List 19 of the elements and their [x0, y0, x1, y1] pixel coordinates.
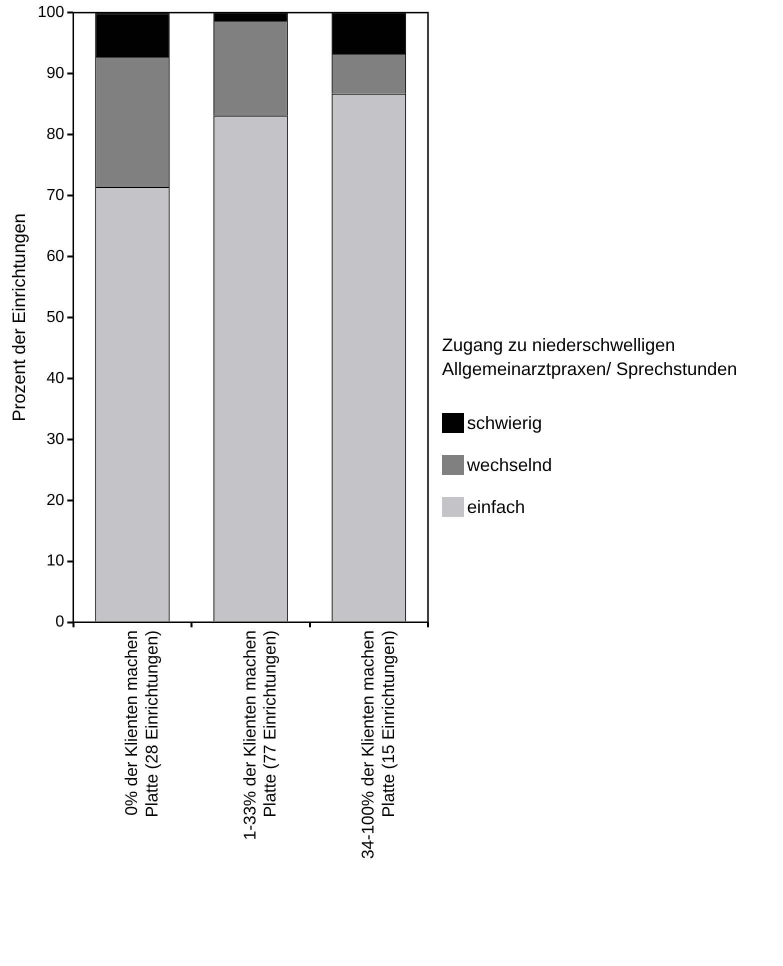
y-tick-label: 40 — [46, 370, 64, 387]
y-tick-label: 100 — [38, 4, 64, 22]
y-axis-title: Prozent der Einrichtungen — [8, 213, 29, 422]
y-tick-label: 10 — [46, 552, 64, 570]
x-tick-label: 0% der Klienten machen Platte (28 Einrichtungen) — [122, 630, 162, 818]
legend-label: wechselnd — [467, 454, 552, 476]
x-tick-label: 1-33% der Klienten machen Platte (77 Einrichtungen) — [240, 630, 280, 840]
legend-title: Zugang zu niederschwelligen Allgemeinarztpraxen/ Sprechstunden — [442, 334, 738, 381]
legend-label: einfach — [467, 496, 526, 518]
y-tick-label: 30 — [46, 430, 64, 448]
y-tick-label: 90 — [46, 64, 64, 82]
x-tick-label: 34-100% der Klienten machen Platte (15 Einrichtungen) — [358, 630, 398, 859]
legend-label: schwierig — [467, 412, 542, 434]
y-tick-label: 50 — [46, 308, 64, 326]
y-tick-label: 70 — [46, 186, 64, 204]
y-tick-label: 80 — [46, 126, 64, 143]
y-tick-label: 60 — [46, 248, 64, 265]
y-tick-label: 0 — [55, 614, 64, 631]
y-tick-label: 20 — [46, 492, 64, 509]
